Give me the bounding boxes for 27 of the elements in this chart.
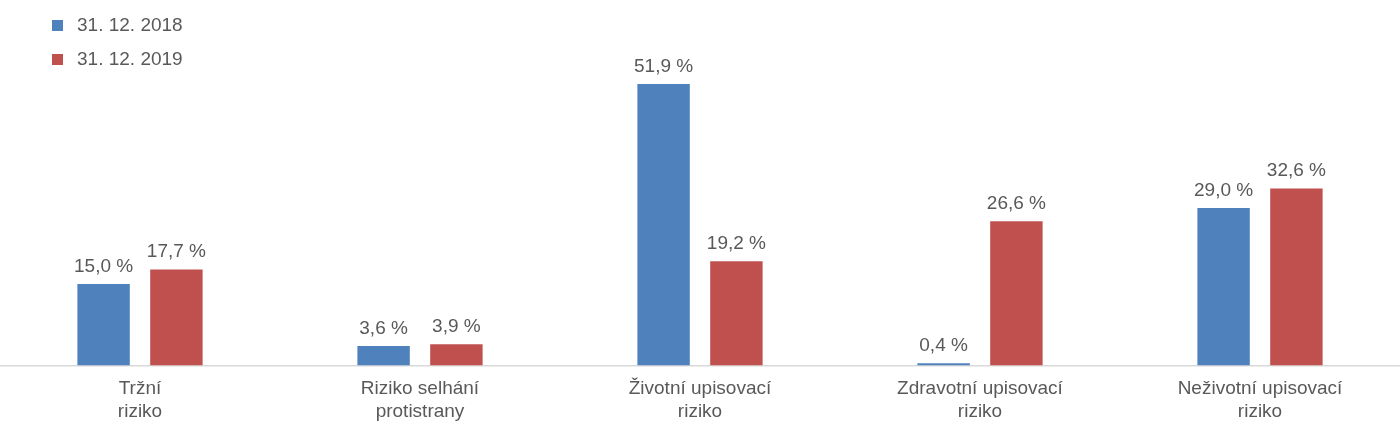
bar — [637, 83, 690, 366]
data-label: 51,9 % — [634, 54, 694, 76]
data-label: 32,6 % — [1266, 159, 1327, 181]
bar — [990, 221, 1043, 366]
bar — [917, 363, 970, 366]
x-tick-label: Životní upisovací riziko — [628, 377, 772, 421]
bar — [77, 284, 130, 366]
legend-label: 31. 12. 2018 — [77, 14, 183, 36]
x-tick-label: Zdravotní upisovací riziko — [897, 377, 1064, 421]
bar — [1270, 188, 1323, 366]
data-label: 3,9 % — [432, 314, 481, 336]
bar — [710, 261, 763, 366]
data-label: 29,0 % — [1194, 178, 1254, 200]
x-tick-label: Riziko selhání protistrany — [360, 377, 480, 421]
data-label: 0,4 % — [919, 333, 968, 355]
legend-label: 31. 12. 2019 — [77, 48, 183, 70]
bar — [430, 344, 483, 366]
bar — [357, 345, 410, 366]
data-label: 26,6 % — [986, 191, 1047, 213]
x-tick-label: Neživotní upisovací riziko — [1177, 377, 1344, 421]
data-label: 19,2 % — [706, 232, 767, 254]
bar — [150, 269, 203, 366]
bar — [1197, 208, 1250, 366]
data-label: 3,6 % — [359, 316, 408, 338]
x-tick-label: Tržní riziko — [117, 377, 163, 421]
data-label: 15,0 % — [74, 254, 134, 276]
data-label: 17,7 % — [146, 240, 207, 262]
